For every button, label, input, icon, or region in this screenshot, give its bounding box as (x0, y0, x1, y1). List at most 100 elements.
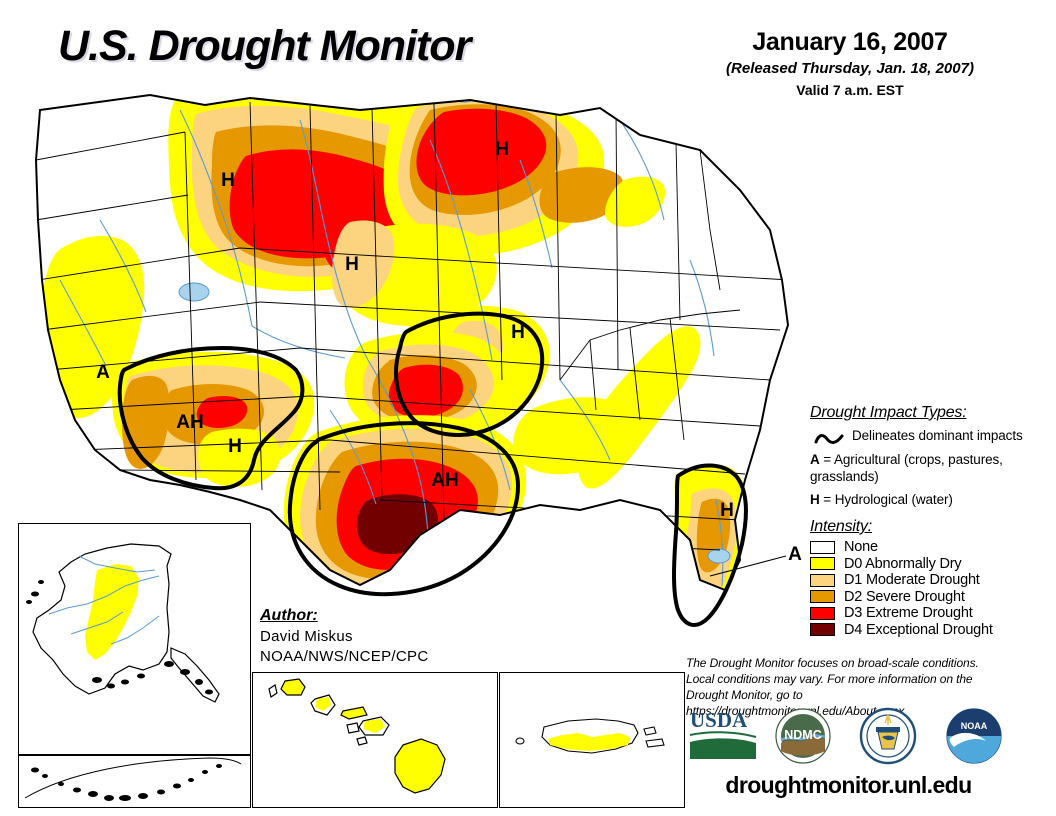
intensity-legend-row: None (810, 539, 1050, 556)
intensity-legend-row: D4 Exceptional Drought (810, 622, 1050, 639)
impact-line-southwest (117, 346, 305, 491)
d4-texas (356, 494, 438, 555)
molokai (340, 706, 368, 720)
intensity-legend-row: D3 Extreme Drought (810, 605, 1050, 622)
usdc-seal-logo (859, 707, 917, 765)
state-boundaries (36, 101, 788, 551)
puerto-rico-d0 (548, 733, 630, 751)
oahu-d0 (315, 697, 331, 711)
squiggle-label: Delineates dominant impacts (852, 428, 1023, 443)
impact-a-text: = Agricultural (crops, pastures, grassla… (810, 452, 1003, 484)
map-label-florida: H (720, 500, 734, 521)
lanai (346, 722, 360, 734)
mona-island (515, 737, 525, 745)
usda-logo: USDA (689, 708, 757, 759)
intensity-swatch (810, 557, 835, 571)
d0-michigan-strip (605, 176, 666, 227)
alaska-inset (18, 523, 251, 755)
impact-a-symbol: A (810, 452, 820, 467)
map-label-south-florida: A (788, 544, 802, 565)
map-label-texas: AH (431, 470, 458, 491)
author-heading: Author: (260, 607, 318, 624)
d3-mid-south (388, 364, 463, 418)
aleutian-islands-inset (18, 755, 251, 808)
alaska-panhandle (170, 647, 220, 703)
intensity-swatch (810, 606, 835, 620)
disclaimer-text: The Drought Monitor focuses on broad-sca… (686, 656, 1006, 720)
intensity-label: D4 Exceptional Drought (844, 621, 993, 638)
map-label-minnesota: H (495, 139, 509, 160)
date-block: January 16, 2007 (Released Thursday, Jan… (690, 28, 1010, 98)
puerto-rico-inset (499, 672, 685, 808)
noaa-logo-text: NOAA (961, 721, 988, 731)
impact-types-heading: Drought Impact Types: (810, 404, 967, 421)
alaska-islands (26, 580, 213, 695)
drought-intensity-layer (39, 95, 748, 590)
impact-h-text: = Hydrological (water) (819, 491, 953, 507)
aleutian-islands (31, 764, 222, 801)
intensity-label: None (844, 539, 878, 556)
d3-minnesota (416, 108, 547, 196)
squiggle-icon (814, 434, 844, 444)
map-valid-time: Valid 7 a.m. EST (796, 82, 904, 98)
hawaii-inset (252, 672, 498, 808)
noaa-logo: NOAA (946, 708, 1002, 764)
usda-logo-text: USDA (690, 708, 748, 732)
d2-upper-michigan (539, 167, 625, 223)
disclaimer-line-1: The Drought Monitor focuses on broad-sca… (686, 656, 979, 670)
intensity-swatch (810, 590, 835, 604)
kahoolawe (356, 736, 368, 746)
hawaii-big-island (394, 738, 446, 794)
drought-impact-types-legend: Drought Impact Types: Delineates dominan… (810, 404, 1050, 509)
author-name: David Miskus (260, 627, 353, 645)
culebra (645, 738, 665, 748)
map-release-date: (Released Thursday, Jan. 18, 2007) (726, 60, 974, 77)
d3-southwest-core (196, 396, 248, 428)
niihau (268, 684, 278, 698)
intensity-legend-row: D2 Severe Drought (810, 589, 1050, 606)
map-label-wyoming: H (345, 254, 359, 275)
intensity-legend-row: D0 Abnormally Dry (810, 556, 1050, 573)
map-label-new-mexico: H (228, 436, 242, 457)
map-label-great-basin: A (96, 362, 110, 383)
ndmc-logo: NDMC (775, 708, 831, 764)
map-label-mid-mississippi-valley: H (511, 322, 525, 343)
maui-d0 (363, 719, 385, 733)
author-affiliation: NOAA/NWS/NCEP/CPC (260, 647, 429, 665)
intensity-label: D1 Moderate Drought (844, 572, 980, 589)
intensity-swatch (810, 623, 835, 637)
intensity-label: D2 Severe Drought (844, 588, 965, 605)
intensity-label: D3 Extreme Drought (844, 605, 973, 622)
map-impact-labels: H H H A AH H H AH H A (96, 139, 802, 565)
vieques (643, 726, 657, 736)
florida-a-leader-line (709, 555, 787, 577)
d0-tennessee-valley (513, 397, 634, 475)
agency-logos: USDA NDMC NOAA (686, 705, 1006, 767)
disclaimer-line-2: Local conditions may vary. For more info… (686, 671, 973, 686)
impact-line-texas (287, 421, 520, 597)
map-date: January 16, 2007 (752, 28, 948, 56)
impact-delineation-lines (117, 311, 748, 627)
impact-h-symbol: H (810, 491, 820, 507)
page-title: U.S. Drought Monitor (58, 22, 471, 70)
impact-line-mid-mississippi (394, 311, 545, 437)
d1-dakotas (331, 220, 395, 308)
impact-line-florida (672, 463, 748, 627)
map-label-southwest: AH (176, 412, 203, 433)
intensity-heading: Intensity: (810, 518, 873, 535)
author-block: Author: David Miskus NOAA/NWS/NCEP/CPC (260, 605, 490, 667)
aleutian-arc (24, 757, 242, 799)
kauai (280, 678, 306, 696)
alaska-rivers (48, 555, 160, 645)
map-label-pacific-northwest: H (221, 170, 235, 191)
intensity-label: D0 Abnormally Dry (844, 555, 962, 572)
intensity-swatch (810, 540, 835, 554)
website-url: droughtmonitor.unl.edu (725, 772, 972, 798)
ndmc-logo-text: NDMC (784, 728, 822, 742)
intensity-legend: Intensity: None D0 Abnormally Dry D1 Moder… (810, 518, 1050, 638)
intensity-legend-row: D1 Moderate Drought (810, 572, 1050, 589)
alaska-d0-region (85, 564, 139, 660)
intensity-swatch (810, 573, 835, 587)
us-drought-map: H H H A AH H H AH H A (0, 80, 810, 640)
conus-outline (34, 93, 790, 592)
